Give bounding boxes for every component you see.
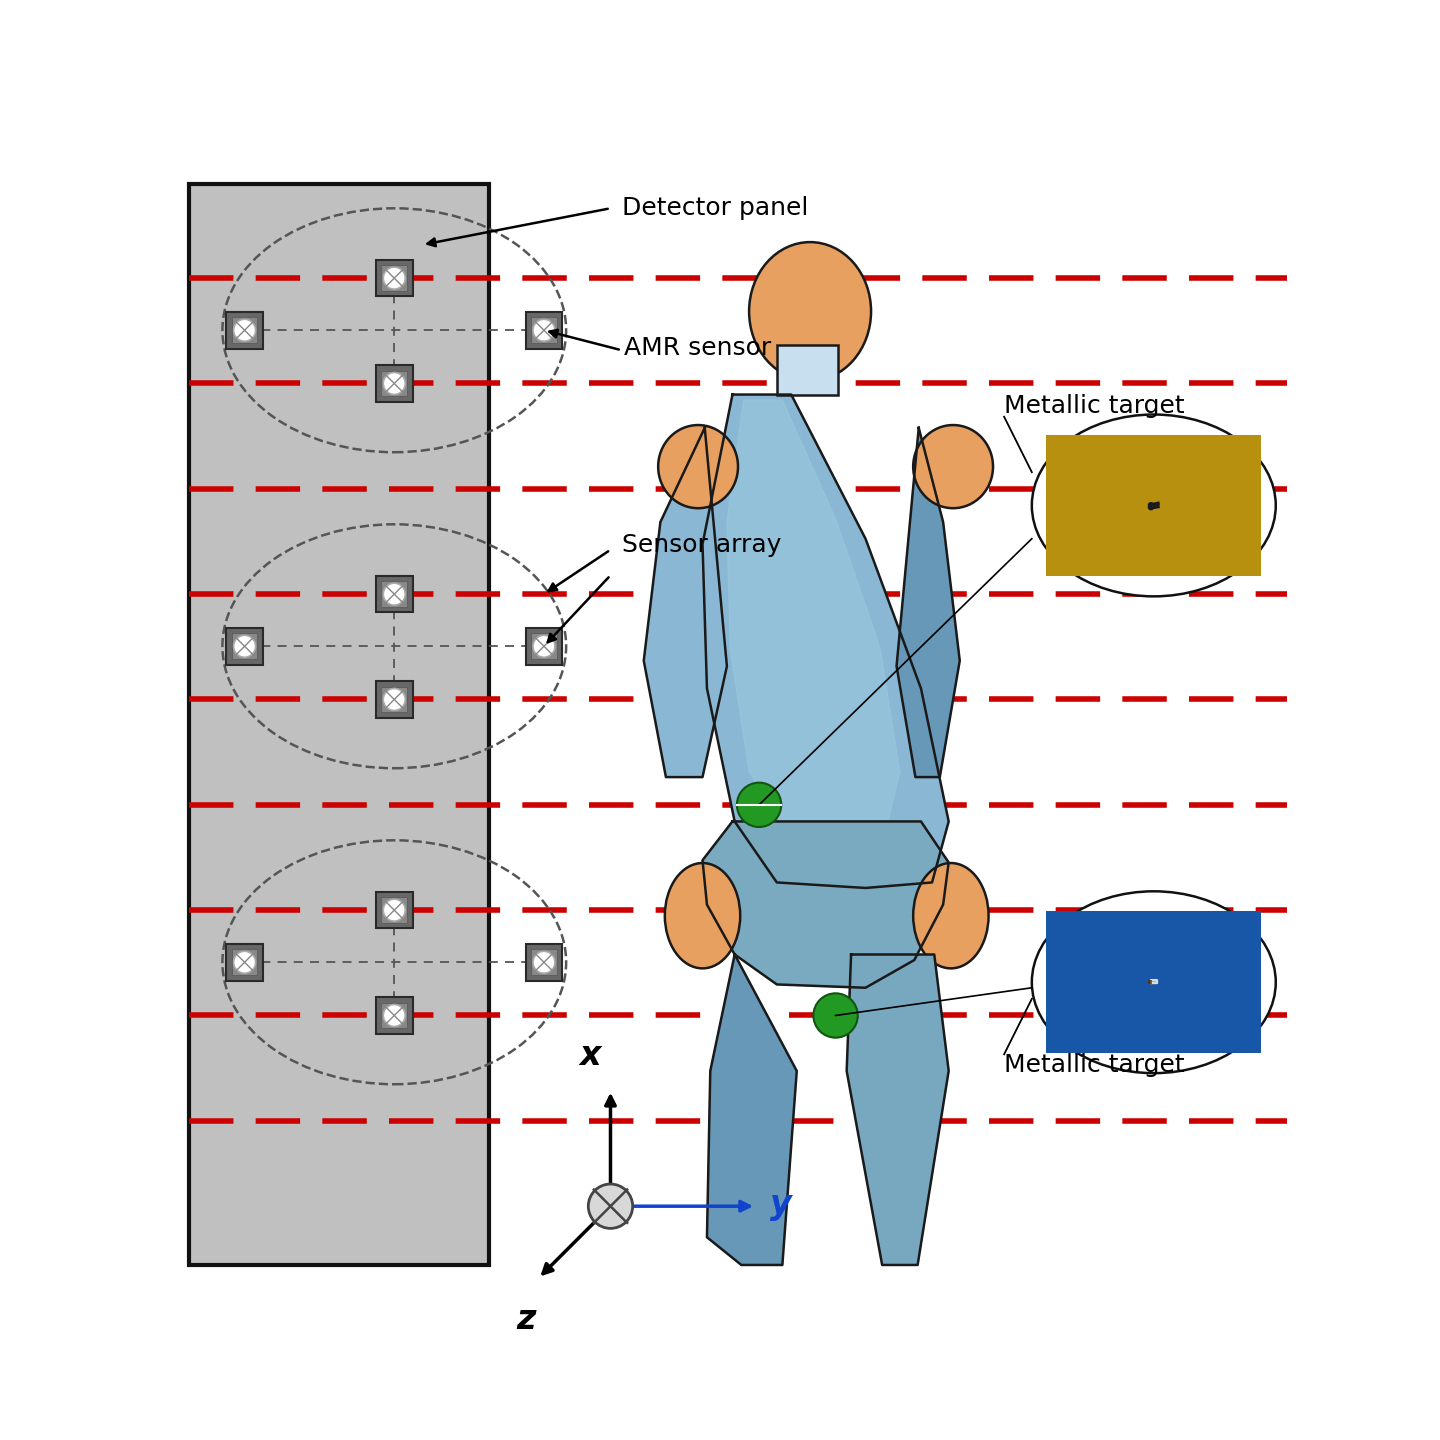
Circle shape (533, 320, 554, 341)
Text: Sensor array: Sensor array (622, 533, 780, 557)
Polygon shape (1151, 981, 1156, 984)
FancyBboxPatch shape (382, 1002, 408, 1028)
Circle shape (233, 952, 255, 973)
Polygon shape (1149, 981, 1151, 984)
FancyBboxPatch shape (526, 312, 562, 348)
Ellipse shape (1032, 891, 1276, 1073)
FancyBboxPatch shape (382, 582, 408, 606)
Polygon shape (703, 821, 949, 988)
Ellipse shape (665, 863, 740, 968)
FancyBboxPatch shape (382, 687, 408, 713)
FancyBboxPatch shape (531, 317, 557, 343)
FancyBboxPatch shape (1047, 912, 1261, 1053)
FancyBboxPatch shape (226, 628, 264, 664)
Polygon shape (707, 955, 796, 1264)
FancyBboxPatch shape (526, 628, 562, 664)
Circle shape (383, 688, 405, 710)
Polygon shape (703, 395, 949, 888)
FancyBboxPatch shape (382, 265, 408, 291)
Ellipse shape (658, 425, 739, 508)
Circle shape (737, 782, 782, 827)
Text: AMR sensor: AMR sensor (624, 336, 770, 360)
Circle shape (589, 1184, 632, 1228)
Text: $\bfit{z}$: $\bfit{z}$ (516, 1303, 537, 1336)
Circle shape (533, 635, 554, 657)
FancyBboxPatch shape (382, 370, 408, 396)
Ellipse shape (749, 242, 871, 380)
Text: Metallic target: Metallic target (1004, 1054, 1185, 1077)
Circle shape (383, 268, 405, 289)
Polygon shape (847, 955, 949, 1264)
FancyBboxPatch shape (382, 897, 408, 923)
Ellipse shape (1032, 415, 1276, 596)
Text: Detector panel: Detector panel (622, 196, 808, 220)
FancyBboxPatch shape (531, 949, 557, 975)
FancyBboxPatch shape (226, 312, 264, 348)
Circle shape (814, 994, 858, 1038)
Text: Metallic target: Metallic target (1004, 393, 1185, 418)
Polygon shape (897, 428, 959, 778)
FancyBboxPatch shape (1047, 435, 1261, 576)
FancyBboxPatch shape (232, 634, 258, 660)
Circle shape (383, 583, 405, 605)
Circle shape (233, 635, 255, 657)
FancyBboxPatch shape (226, 945, 264, 981)
Polygon shape (727, 400, 900, 827)
Ellipse shape (913, 425, 994, 508)
FancyBboxPatch shape (376, 259, 413, 297)
Ellipse shape (913, 863, 989, 968)
Polygon shape (644, 428, 727, 778)
FancyBboxPatch shape (232, 949, 258, 975)
Circle shape (383, 899, 405, 922)
Text: $\bfit{x}$: $\bfit{x}$ (577, 1040, 603, 1071)
FancyBboxPatch shape (776, 344, 838, 395)
FancyBboxPatch shape (189, 184, 488, 1264)
FancyBboxPatch shape (376, 891, 413, 929)
FancyBboxPatch shape (376, 576, 413, 612)
FancyBboxPatch shape (531, 634, 557, 660)
FancyBboxPatch shape (232, 317, 258, 343)
FancyBboxPatch shape (526, 945, 562, 981)
FancyBboxPatch shape (376, 996, 413, 1034)
Circle shape (383, 1005, 405, 1027)
Text: $\bfit{y}$: $\bfit{y}$ (769, 1189, 795, 1223)
Circle shape (233, 320, 255, 341)
FancyBboxPatch shape (376, 681, 413, 717)
FancyBboxPatch shape (376, 366, 413, 402)
Circle shape (533, 952, 554, 973)
Circle shape (383, 373, 405, 395)
